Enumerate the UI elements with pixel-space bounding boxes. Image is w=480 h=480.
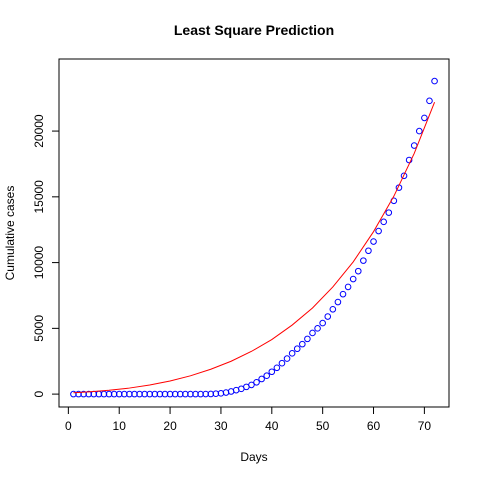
data-point: [400, 172, 408, 180]
x-tick-label: 0: [65, 419, 72, 433]
data-point: [365, 247, 372, 255]
data-point: [329, 305, 337, 313]
y-tick-label: 0: [32, 390, 46, 397]
data-point: [431, 77, 438, 85]
data-point: [339, 290, 347, 298]
data-point: [156, 390, 164, 398]
data-point: [121, 390, 128, 398]
data-point: [131, 390, 138, 398]
data-point: [187, 390, 194, 398]
data-point: [70, 390, 77, 398]
data-point: [421, 114, 428, 122]
data-point: [136, 390, 143, 398]
y-axis-label: Cumulative cases: [3, 186, 17, 281]
chart-title: Least Square Prediction: [174, 22, 334, 38]
data-point: [176, 390, 184, 398]
data-point: [324, 313, 332, 320]
data-point: [349, 275, 357, 283]
data-point: [126, 390, 133, 398]
data-point: [293, 345, 301, 353]
data-point: [283, 355, 291, 362]
y-tick-label: 10000: [32, 246, 46, 280]
data-point: [182, 390, 189, 398]
data-point: [360, 257, 367, 264]
data-point: [375, 227, 382, 235]
data-point: [192, 390, 199, 398]
data-point: [405, 156, 413, 164]
data-point: [415, 127, 423, 135]
data-point: [80, 390, 87, 398]
y-tick-label: 15000: [32, 180, 46, 214]
data-point: [85, 390, 93, 398]
data-point: [304, 335, 311, 343]
x-tick-label: 70: [418, 419, 432, 433]
x-tick-label: 20: [163, 419, 177, 433]
data-point: [75, 390, 82, 398]
x-axis: 0 10 20 30 40 50 60 70: [65, 406, 432, 433]
data-point: [354, 267, 362, 275]
y-tick-label: 20000: [32, 114, 46, 148]
x-tick-label: 60: [367, 419, 381, 433]
data-point: [105, 390, 113, 398]
x-axis-label: Days: [240, 450, 267, 464]
data-point: [141, 390, 148, 398]
data-point: [273, 364, 281, 372]
y-tick-label: 5000: [32, 315, 46, 342]
x-tick-label: 50: [316, 419, 330, 433]
data-point: [278, 359, 286, 367]
data-point: [248, 381, 255, 389]
y-axis: 0 5000 10000 15000 20000: [32, 114, 60, 397]
data-point: [314, 325, 321, 332]
data-point: [268, 368, 276, 376]
data-point: [299, 340, 306, 348]
data-point: [309, 329, 316, 337]
data-point: [334, 298, 342, 306]
plot-frame: [58, 58, 450, 408]
data-point: [258, 375, 265, 383]
data-point: [100, 390, 108, 398]
data-point: [202, 390, 209, 398]
data-point: [263, 372, 271, 379]
data-point: [385, 209, 393, 216]
x-tick-label: 40: [265, 419, 279, 433]
data-point: [370, 238, 377, 245]
data-point: [344, 283, 352, 291]
x-tick-label: 30: [214, 419, 228, 433]
data-point: [207, 390, 215, 398]
data-point: [110, 390, 118, 398]
data-point: [151, 390, 159, 398]
data-point: [319, 319, 326, 327]
data-point: [197, 390, 204, 398]
data-point: [253, 378, 260, 386]
x-tick-label: 10: [113, 419, 127, 433]
plot-area: [70, 77, 438, 398]
fit-line: [73, 101, 436, 394]
data-point: [380, 218, 387, 226]
data-point: [288, 350, 296, 357]
data-point: [166, 390, 174, 398]
data-point: [161, 390, 169, 398]
data-point: [426, 97, 433, 105]
data-point: [171, 390, 179, 398]
data-point: [115, 390, 123, 398]
data-point: [146, 390, 154, 398]
